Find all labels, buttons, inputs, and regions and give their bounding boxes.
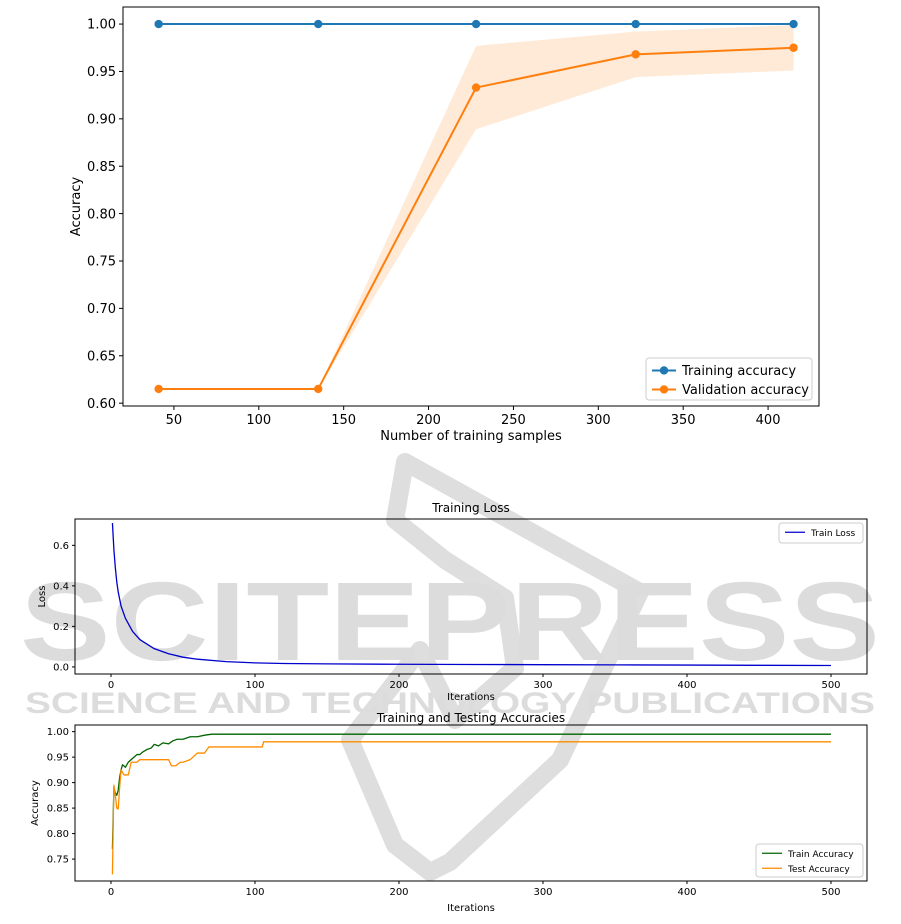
y-tick-label: 0.85 — [47, 804, 69, 815]
y-tick-label: 0.70 — [87, 302, 116, 317]
legend-label: Train Accuracy — [787, 850, 854, 860]
x-tick-label: 400 — [677, 680, 696, 691]
x-tick-label: 500 — [821, 680, 840, 691]
y-tick-label: 1.00 — [47, 727, 69, 738]
y-tick-label: 0.0 — [53, 663, 69, 674]
legend-box — [778, 522, 864, 544]
x-tick-label: 150 — [331, 413, 356, 428]
data-point — [471, 83, 481, 92]
x-axis-label: Number of training samples — [380, 429, 562, 444]
y-tick-label: 0.75 — [87, 255, 116, 270]
x-tick-label: 400 — [677, 887, 696, 898]
x-tick-label: 350 — [671, 413, 696, 428]
y-tick-label: 0.95 — [47, 753, 69, 764]
data-point — [471, 19, 481, 29]
y-tick-label: 0.80 — [47, 829, 69, 840]
x-tick-label: 250 — [501, 413, 526, 428]
y-tick-label: 0.60 — [87, 397, 116, 412]
series-line-1 — [111, 741, 831, 875]
x-tick-label: 100 — [245, 887, 264, 898]
y-tick-label: 0.90 — [47, 778, 69, 789]
data-point — [314, 384, 323, 394]
y-axis-label: Loss — [37, 586, 48, 608]
series-line-0 — [111, 523, 832, 667]
chart-title: Training and Testing Accuracies — [376, 711, 565, 725]
x-tick-label: 0 — [108, 680, 114, 691]
watermark: SCITEPRESS SCIENCE AND TECHNOLOGY PUBLIC… — [20, 453, 880, 881]
x-axis-label: Iterations — [447, 903, 495, 914]
x-tick-label: 300 — [533, 887, 552, 898]
x-tick-label: 0 — [108, 887, 114, 898]
y-tick-label: 0.6 — [53, 541, 69, 552]
legend-marker — [659, 366, 669, 375]
plot-frame — [74, 518, 868, 675]
x-tick-label: 400 — [756, 413, 781, 428]
watermark-tagline: SCIENCE AND TECHNOLOGY PUBLICATIONS — [25, 687, 875, 720]
plot-frame — [74, 724, 868, 882]
data-point — [789, 19, 798, 29]
x-tick-label: 300 — [586, 413, 611, 428]
x-tick-label: 200 — [389, 680, 408, 691]
legend-label: Test Accuracy — [787, 865, 850, 875]
y-tick-label: 0.4 — [53, 581, 69, 592]
x-axis-label: Iterations — [447, 692, 495, 703]
confidence-band-1 — [158, 25, 794, 389]
legend-box — [755, 843, 864, 878]
watermark-logo-shape — [341, 453, 649, 881]
chart-title: Training Loss — [431, 501, 509, 515]
y-axis-label: Accuracy — [69, 177, 84, 237]
y-axis-label: Accuracy — [30, 780, 41, 826]
x-tick-label: 200 — [416, 413, 441, 428]
data-point — [154, 19, 163, 29]
x-tick-label: 300 — [533, 680, 552, 691]
data-point — [631, 19, 640, 29]
y-tick-label: 0.85 — [87, 160, 116, 175]
legend-marker — [659, 385, 669, 394]
legend: Train Loss — [778, 522, 864, 544]
y-tick-label: 0.95 — [87, 65, 116, 80]
watermark-publisher: SCITEPRESS — [20, 559, 880, 684]
y-tick-label: 0.90 — [87, 113, 116, 128]
learning-curve-chart: 50 100 150 200 250 300 350 400 0.60 0.65 0.70 0.75 0… — [69, 6, 820, 444]
accuracies-chart: Training and Testing Accuracies 0 100 200 30… — [30, 711, 868, 914]
x-tick-label: 50 — [166, 413, 183, 428]
x-tick-label: 100 — [245, 680, 264, 691]
y-tick-label: 0.2 — [53, 622, 69, 633]
legend: Train Accuracy Test Accuracy — [755, 843, 864, 878]
x-tick-label: 100 — [246, 413, 271, 428]
legend-box — [645, 357, 813, 401]
y-tick-label: 0.75 — [47, 855, 69, 866]
legend-label: Training accuracy — [681, 364, 796, 379]
training-loss-chart: Training Loss 0 100 200 300 400 500 0.0 0.2 0.4 0.… — [37, 501, 868, 703]
x-tick-label: 200 — [389, 887, 408, 898]
y-tick-label: 1.00 — [87, 18, 116, 33]
legend-label: Train Loss — [810, 529, 856, 539]
y-tick-label: 0.80 — [87, 207, 116, 222]
data-point — [789, 43, 798, 52]
legend: Training accuracy Validation accuracy — [645, 357, 813, 401]
plot-frame — [122, 6, 820, 407]
legend-label: Validation accuracy — [682, 383, 809, 398]
data-point — [154, 384, 163, 394]
y-tick-label: 0.65 — [87, 349, 116, 364]
data-point — [314, 19, 323, 29]
x-tick-label: 500 — [821, 887, 840, 898]
data-point — [631, 50, 640, 59]
